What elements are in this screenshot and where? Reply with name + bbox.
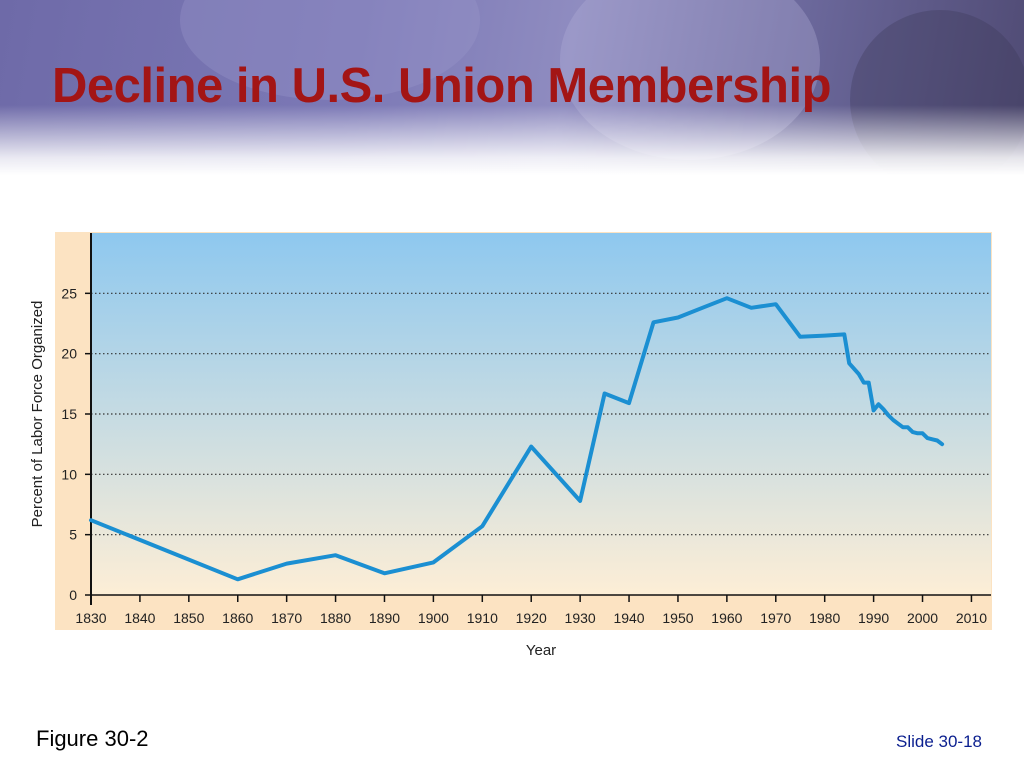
x-tick-label: 1950: [662, 610, 693, 626]
x-tick-label: 1940: [613, 610, 644, 626]
x-tick-label: 1970: [760, 610, 791, 626]
slide-number: Slide 30-18: [895, 732, 982, 751]
x-tick-label: 1870: [271, 610, 302, 626]
y-tick-label: 20: [61, 346, 77, 362]
x-tick-label: 1910: [467, 610, 498, 626]
x-ticks: 1830 1840 1850 1860 1870 1880 1890 1900 1910 1920…: [75, 595, 987, 626]
x-tick-label: 2000: [907, 610, 938, 626]
slide-title: Decline in U.S. Union Membership: [52, 59, 832, 113]
x-tick-label: 1960: [711, 610, 742, 626]
x-tick-label: 1900: [418, 610, 449, 626]
x-tick-label: 1980: [809, 610, 840, 626]
y-tick-label: 10: [61, 466, 77, 482]
x-tick-label: 1890: [369, 610, 400, 626]
x-tick-label: 1850: [173, 610, 204, 626]
x-axis-title: Year: [526, 642, 556, 659]
y-tick-label: 5: [69, 527, 77, 543]
x-tick-label: 1880: [320, 610, 351, 626]
x-tick-label: 1920: [516, 610, 547, 626]
x-tick-label: 1860: [222, 610, 253, 626]
y-tick-label: 0: [69, 587, 77, 603]
x-tick-label: 1990: [858, 610, 889, 626]
y-tick-label: 15: [61, 406, 77, 422]
y-axis-title: Percent of Labor Force Organized: [29, 301, 46, 528]
figure-label: Figure 30-2: [36, 726, 149, 751]
title-banner: [0, 0, 1024, 175]
y-ticks: 0 5 10 15 20 25: [61, 285, 91, 603]
x-tick-label: 1840: [124, 610, 155, 626]
y-tick-label: 25: [61, 285, 77, 301]
x-tick-label: 1830: [75, 610, 106, 626]
x-tick-label: 2010: [956, 610, 987, 626]
plot-area: [91, 233, 991, 595]
x-tick-label: 1930: [565, 610, 596, 626]
banner-fade: [0, 105, 1024, 175]
union-membership-line: [89, 296, 945, 582]
